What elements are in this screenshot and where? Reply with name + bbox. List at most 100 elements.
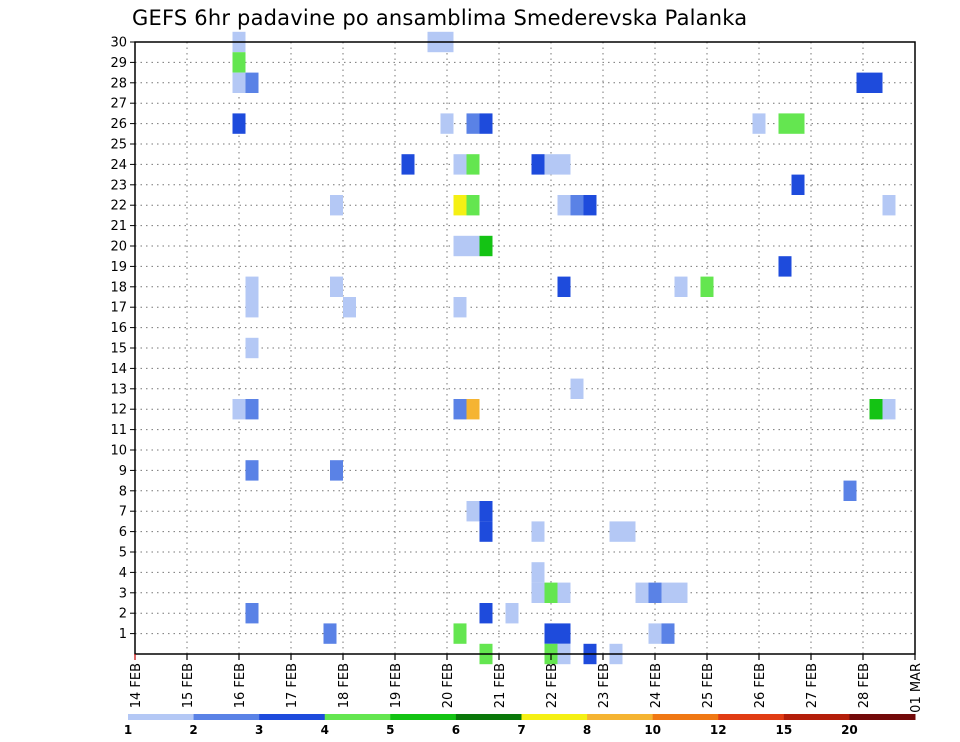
heatmap-cell (453, 195, 467, 216)
y-tick-label: 12 (110, 403, 127, 418)
x-tick-label: 17 FEB (285, 663, 300, 708)
y-tick-label: 11 (110, 423, 127, 438)
heatmap-cell (557, 195, 571, 216)
heatmap-cell (479, 603, 493, 624)
y-tick-label: 26 (110, 117, 127, 132)
heatmap-cell (343, 297, 356, 318)
y-tick-label: 29 (110, 56, 127, 71)
heatmap-cell (232, 113, 246, 134)
y-tick-label: 8 (119, 484, 127, 499)
heatmap-cell (557, 623, 571, 644)
heatmap-cell (843, 480, 857, 501)
y-tick-label: 30 (110, 36, 127, 51)
y-tick-label: 20 (110, 240, 127, 255)
heatmap-cell (245, 337, 259, 359)
x-tick-label: 18 FEB (337, 663, 352, 708)
y-tick-label: 4 (119, 566, 127, 581)
y-tick-label: 1 (119, 627, 127, 642)
colorbar-label: 3 (255, 723, 263, 737)
y-tick-label: 16 (110, 321, 127, 336)
colorbar-swatch (259, 714, 326, 720)
heatmap-cell (245, 399, 259, 420)
colorbar-label: 5 (386, 723, 394, 737)
heatmap-cell (245, 297, 259, 318)
colorbar-label: 7 (517, 723, 525, 737)
heatmap-cell (570, 378, 584, 399)
heatmap-cell (544, 154, 558, 175)
y-tick-label: 3 (119, 586, 127, 601)
colorbar-swatch (783, 714, 850, 720)
heatmap-cell (882, 399, 896, 420)
heatmap-cell (245, 276, 259, 297)
colorbar-label: 15 (775, 723, 792, 737)
y-tick-label: 7 (119, 505, 127, 520)
y-tick-label: 17 (110, 301, 127, 316)
heatmap-cell (869, 72, 883, 93)
heatmap-cell (453, 297, 467, 318)
heatmap-cell (791, 113, 805, 134)
heatmap-cell (232, 72, 246, 93)
colorbar: 1 2 3 4 5 6 7 8 10 12 15 20 (124, 714, 916, 737)
x-tick-label: 26 FEB (753, 663, 768, 708)
colorbar-swatch (652, 714, 719, 720)
heatmap-cell (648, 582, 662, 603)
colorbar-label: 6 (452, 723, 460, 737)
heatmap-cell (622, 521, 636, 542)
heatmap-cell (479, 501, 493, 522)
heatmap-cell (401, 154, 415, 175)
heatmap-cell (661, 582, 675, 603)
heatmap-cell (674, 582, 688, 603)
x-tick-label: 15 FEB (181, 663, 196, 708)
colorbar-label: 20 (841, 723, 858, 737)
heatmap-cell (323, 623, 337, 644)
heatmap-cell (232, 52, 246, 73)
heatmap-cell (531, 582, 545, 603)
heatmap-cell (466, 154, 480, 175)
colorbar-swatch (587, 714, 654, 720)
colorbar-swatch (849, 714, 916, 720)
colorbar-swatch (128, 714, 195, 720)
y-tick-label: 13 (110, 382, 127, 397)
heatmap-cell (531, 562, 545, 583)
y-axis: 1234567891011121314151617181920212223242… (110, 36, 135, 642)
colorbar-label: 2 (189, 723, 197, 737)
y-tick-label: 18 (110, 280, 127, 295)
heatmap-cell (609, 521, 623, 542)
heatmap-cell (245, 603, 259, 624)
heatmap-cell (557, 276, 571, 297)
x-tick-label: 21 FEB (493, 663, 508, 708)
heatmap-cell (479, 521, 493, 542)
y-tick-label: 6 (119, 525, 127, 540)
heatmap-cell (544, 623, 558, 644)
heatmap-cell (440, 113, 454, 134)
colorbar-label: 1 (124, 723, 132, 737)
x-tick-label: 22 FEB (545, 663, 560, 708)
y-tick-label: 19 (110, 260, 127, 275)
heatmap-cell (752, 113, 766, 134)
x-tick-label: 20 FEB (441, 663, 456, 708)
heatmap-cell (635, 582, 649, 603)
heatmap-cell (453, 399, 467, 420)
x-tick-label: 23 FEB (597, 663, 612, 708)
heatmap-cell (531, 154, 545, 175)
colorbar-swatch (390, 714, 457, 720)
heatmap-cell (453, 623, 467, 644)
heatmap-cell (700, 276, 714, 297)
x-tick-label: 24 FEB (649, 663, 664, 708)
heatmap-cell (466, 399, 480, 420)
x-axis: 14 FEB 15 FEB 16 FEB 17 FEB 18 FEB 19 FEB 20 F… (129, 654, 924, 713)
colorbar-swatch (718, 714, 785, 720)
x-tick-label: 01 MAR (909, 663, 924, 713)
chart-title: GEFS 6hr padavine po ansamblima Smederev… (132, 6, 748, 30)
y-tick-label: 21 (110, 219, 127, 234)
heatmap-cell (453, 154, 467, 175)
heatmap-cell (869, 399, 883, 420)
colorbar-label: 12 (710, 723, 727, 737)
heatmap-cell (674, 276, 688, 297)
y-tick-label: 15 (110, 342, 127, 357)
heatmap-cell (479, 235, 493, 257)
heatmap-cell (466, 113, 480, 134)
heatmap-cell (232, 399, 246, 420)
y-tick-label: 28 (110, 76, 127, 91)
y-tick-label: 24 (110, 158, 127, 173)
